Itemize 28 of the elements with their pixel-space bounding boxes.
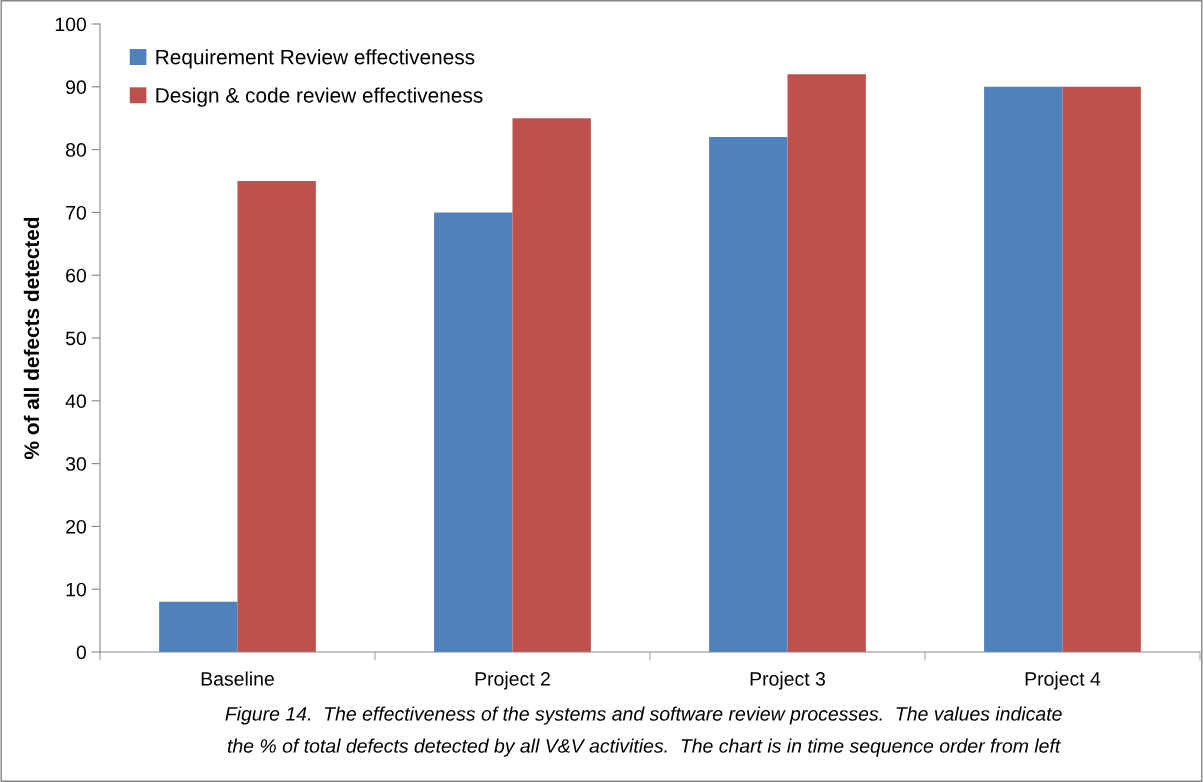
y-tick-label: 100 xyxy=(55,17,87,32)
y-tick-label: 60 xyxy=(66,268,87,283)
text: the % of total defects detected by all V&V activities. The chart is in time sequence order from left xyxy=(227,738,1061,757)
legend-label: Requirement Review effectiveness xyxy=(156,49,475,69)
x-tick-label: Project 4 xyxy=(1025,671,1101,690)
bar xyxy=(709,137,788,653)
y-tick-label: 70 xyxy=(66,205,87,220)
bar xyxy=(434,212,513,653)
bar xyxy=(512,118,591,653)
bar xyxy=(984,86,1063,653)
y-tick-label: 80 xyxy=(65,143,87,157)
legend-label: Design & code review effectiveness xyxy=(156,87,483,107)
x-tick-label: Project 2 xyxy=(475,671,550,690)
y-tick-label: 90 xyxy=(66,80,87,95)
x-tick-label: Baseline xyxy=(201,671,274,686)
y-tick-label: 10 xyxy=(66,582,87,597)
x-tick-label: Project 3 xyxy=(750,671,825,690)
y-tick-label: 50 xyxy=(65,331,87,346)
bar xyxy=(159,601,238,653)
y-tick-label: 20 xyxy=(66,519,87,534)
bar xyxy=(237,181,316,653)
y-tick-label: 40 xyxy=(65,394,87,409)
caption: Figure 14. The effectiveness of the systems and software review processes. The values indicate xyxy=(225,706,1062,725)
y-tick-label: 0 xyxy=(76,645,87,660)
y-tick-label: 30 xyxy=(65,457,87,471)
bar xyxy=(1062,86,1141,653)
y-axis-title: % of all defects detected xyxy=(23,217,40,460)
bar xyxy=(787,74,866,653)
